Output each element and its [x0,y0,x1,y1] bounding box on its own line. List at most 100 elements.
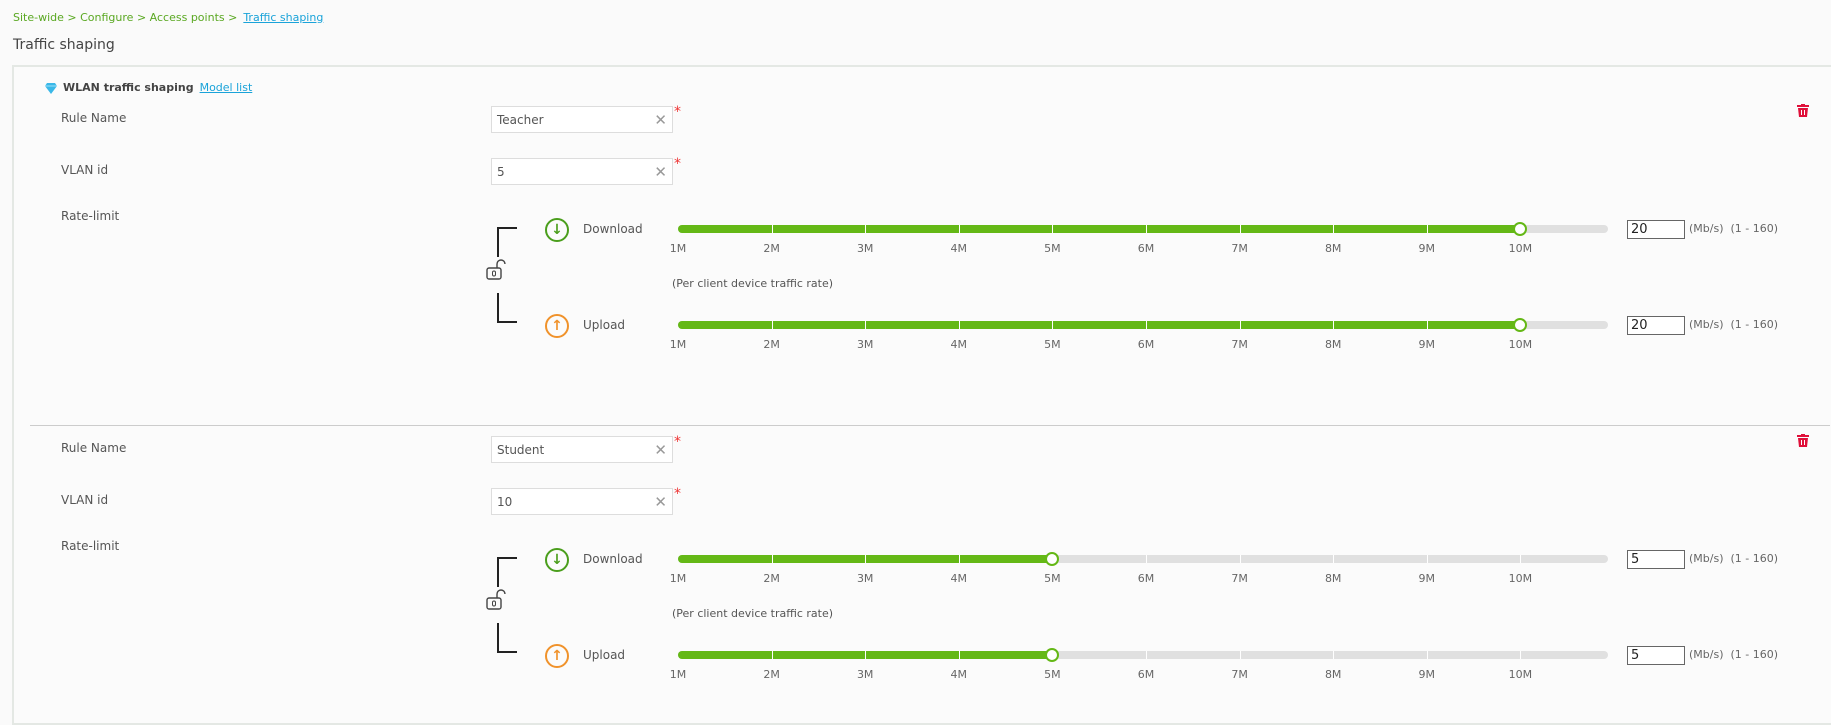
clear-icon[interactable]: ✕ [654,110,667,129]
slider-tick [1052,225,1054,233]
rate-unit: (Mb/s) (1 - 160) [1689,552,1778,565]
tick-label: 2M [763,668,780,681]
download-label: Download [583,552,643,566]
tick-label: 7M [1231,242,1248,255]
slider-tick [958,321,960,329]
slider-tick [771,555,773,563]
tick-label: 10M [1508,242,1533,255]
tick-label: 1M [669,242,687,255]
slider-fill [678,321,1521,329]
tick-label: 8M [1324,668,1342,681]
clear-icon[interactable]: ✕ [654,492,667,511]
range-text: (1 - 160) [1730,552,1779,565]
tick-label: 4M [950,338,968,351]
slider-thumb[interactable] [1045,648,1060,662]
slider-tick [1333,321,1335,329]
tick-label: 6M [1137,572,1155,585]
breadcrumb-current[interactable]: Traffic shaping [243,11,324,24]
tick-label: 7M [1231,338,1248,351]
tick-label: 8M [1324,242,1342,255]
section-title: WLAN traffic shaping [63,81,194,94]
rate-unit: (Mb/s) (1 - 160) [1689,648,1778,661]
trash-icon[interactable] [1797,434,1809,447]
arrow-up-circle-icon: ↑ [545,644,569,668]
vlan-id-value: 10 [497,494,513,509]
slider-tick [1146,225,1147,233]
slider-thumb[interactable] [1513,318,1528,332]
trash-icon[interactable] [1797,104,1809,117]
tick-label: 2M [763,572,780,585]
tick-label: 2M [763,338,780,351]
required-marker: * [674,434,681,450]
arrow-up-circle-icon: ↑ [545,314,569,338]
vlan-id-label: VLAN id [61,493,109,507]
rate-unit: (Mb/s) (1 - 160) [1689,222,1778,235]
tick-label: 3M [856,668,874,681]
rate-limit-label: Rate-limit [61,539,120,553]
breadcrumb-access-points[interactable]: Access points [149,11,225,24]
download-rate-input[interactable]: 5 [1627,550,1685,569]
tick-label: 3M [856,338,874,351]
tick-label: 7M [1231,572,1248,585]
slider-tick [1426,321,1428,329]
breadcrumb-configure[interactable]: Configure [80,11,134,24]
tick-label: 1M [669,668,687,681]
link-bracket-bottom [497,623,517,653]
slider-tick [1239,321,1241,329]
required-marker: * [674,104,681,120]
unit-text: (Mb/s) [1689,552,1724,565]
rule-name-label: Rule Name [61,441,127,455]
slider-tick [1333,225,1335,233]
slider-thumb[interactable] [1513,222,1528,236]
slider-tick [771,651,773,659]
unit-text: (Mb/s) [1689,648,1724,661]
download-slider[interactable] [678,222,1608,236]
slider-tick [865,651,867,659]
clear-icon[interactable]: ✕ [654,162,667,181]
slider-tick [958,555,960,563]
slider-tick [1520,555,1522,563]
range-text: (1 - 160) [1730,648,1779,661]
slider-thumb[interactable] [1045,552,1060,566]
clear-icon[interactable]: ✕ [654,440,667,459]
range-text: (1 - 160) [1730,318,1779,331]
rule-name-input[interactable]: Teacher ✕ [491,106,673,133]
upload-rate-input[interactable]: 5 [1627,646,1685,665]
upload-slider[interactable] [678,318,1608,332]
download-slider[interactable] [678,552,1608,566]
model-list-link[interactable]: Model list [199,81,253,94]
page-title: Traffic shaping [13,37,115,53]
link-bracket-bottom [497,293,517,323]
unit-text: (Mb/s) [1689,222,1724,235]
tick-label: 10M [1508,338,1533,351]
rule-name-input[interactable]: Student ✕ [491,436,673,463]
slider-tick [1426,555,1428,563]
tick-label: 1M [669,572,687,585]
tick-label: 8M [1324,338,1342,351]
upload-label: Upload [583,318,626,332]
unlock-icon[interactable] [485,589,507,611]
slider-fill [678,225,1521,233]
tick-label: 10M [1508,668,1533,681]
tick-label: 3M [856,242,874,255]
upload-slider[interactable] [678,648,1608,662]
slider-tick [865,321,867,329]
section-header: WLAN traffic shaping Model list [45,81,252,94]
download-rate-input[interactable]: 20 [1627,220,1685,239]
slider-tick [771,321,773,329]
slider-tick [1333,651,1335,659]
arrow-down-circle-icon: ↓ [545,548,569,572]
upload-rate-input[interactable]: 20 [1627,316,1685,335]
tick-label: 4M [950,572,968,585]
slider-tick [1146,321,1147,329]
tick-label: 4M [950,668,968,681]
tick-label: 4M [950,242,968,255]
breadcrumb-site-wide[interactable]: Site-wide [13,11,64,24]
slider-tick [1146,651,1147,659]
vlan-id-input[interactable]: 5 ✕ [491,158,673,185]
vlan-id-input[interactable]: 10 ✕ [491,488,673,515]
link-bracket-top [497,557,517,587]
unlock-icon[interactable] [485,259,507,281]
tick-label: 9M [1418,242,1436,255]
vlan-id-label: VLAN id [61,163,109,177]
